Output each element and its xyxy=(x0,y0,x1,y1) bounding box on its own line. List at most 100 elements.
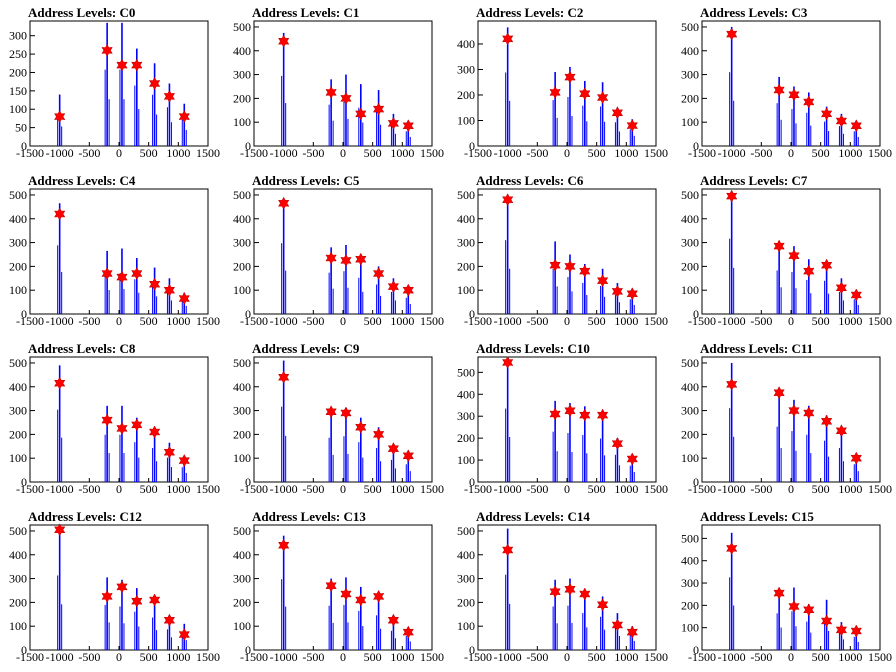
y-tick-label: 500 xyxy=(9,188,27,202)
star-marker xyxy=(850,288,862,302)
x-tick-label: -1000 xyxy=(46,650,74,664)
panel-title: Address Levels: C8 xyxy=(28,341,136,356)
panel-title: Address Levels: C11 xyxy=(700,341,813,356)
x-tick-label: 0 xyxy=(788,314,794,328)
x-tick-label: -1500 xyxy=(688,650,716,664)
x-tick-label: 1500 xyxy=(644,650,668,664)
star-marker xyxy=(596,274,609,288)
star-marker xyxy=(387,442,400,456)
x-tick-label: 500 xyxy=(588,314,606,328)
star-marker xyxy=(596,408,609,422)
star-marker xyxy=(54,376,66,390)
x-tick-label: -500 xyxy=(302,314,324,328)
panel-c1: Address Levels: C10100200300400500-1500-… xyxy=(233,5,444,160)
x-tick-label: 1500 xyxy=(420,482,444,496)
y-tick-label: 200 xyxy=(9,65,27,79)
y-tick-label: 200 xyxy=(681,427,699,441)
y-tick-label: 200 xyxy=(457,259,475,273)
y-tick-label: 400 xyxy=(233,44,251,58)
x-tick-label: -1000 xyxy=(494,650,522,664)
x-tick-label: 0 xyxy=(788,146,794,160)
star-marker xyxy=(579,587,591,601)
star-marker xyxy=(626,452,638,466)
plot-frame xyxy=(701,356,881,483)
x-tick-label: 0 xyxy=(116,314,122,328)
x-tick-label: 0 xyxy=(340,650,346,664)
x-tick-label: 1000 xyxy=(838,650,862,664)
y-tick-label: 200 xyxy=(233,427,251,441)
x-tick-label: 1000 xyxy=(166,146,190,160)
star-marker xyxy=(402,283,414,297)
x-tick-label: -1000 xyxy=(718,650,746,664)
panel-c12: Address Levels: C12 0 100 200 300 400 500 -1500… xyxy=(9,509,220,664)
y-tick-label: 500 xyxy=(681,531,699,545)
panel-title: Address Levels: C9 xyxy=(252,341,360,356)
star-marker xyxy=(131,418,143,432)
x-tick-label: -500 xyxy=(750,146,772,160)
panel-c7: Address Levels: C70100200300400500-1500-… xyxy=(681,173,892,328)
star-marker xyxy=(278,538,290,552)
y-tick-label: 250 xyxy=(9,47,27,61)
star-marker xyxy=(564,70,576,84)
star-marker xyxy=(116,270,128,284)
star-marker xyxy=(820,414,833,428)
x-tick-label: -1000 xyxy=(718,482,746,496)
y-tick-label: 100 xyxy=(9,102,27,116)
x-tick-label: 1000 xyxy=(390,146,414,160)
y-tick-label: 0 xyxy=(245,139,251,153)
y-tick-label: 50 xyxy=(15,121,27,135)
x-tick-label: -500 xyxy=(750,650,772,664)
y-tick-label: 300 xyxy=(233,572,251,586)
y-tick-label: 400 xyxy=(457,212,475,226)
x-tick-label: -1000 xyxy=(46,146,74,160)
star-marker xyxy=(340,587,352,601)
star-marker xyxy=(579,408,591,422)
star-marker xyxy=(579,264,591,278)
x-tick-label: 500 xyxy=(812,482,830,496)
x-tick-label: -1500 xyxy=(240,482,268,496)
x-tick-label: 500 xyxy=(140,146,158,160)
star-marker xyxy=(355,420,367,434)
x-tick-label: -500 xyxy=(526,146,548,160)
y-tick-label: 400 xyxy=(457,548,475,562)
star-marker xyxy=(579,87,591,101)
y-tick-label: 300 xyxy=(457,409,475,423)
star-marker xyxy=(163,445,176,459)
star-marker xyxy=(788,88,800,102)
x-tick-label: 1500 xyxy=(644,314,668,328)
star-marker xyxy=(611,284,624,298)
star-marker xyxy=(850,451,862,465)
y-tick-label: 0 xyxy=(21,475,27,489)
y-tick-label: 200 xyxy=(233,259,251,273)
x-tick-label: -1500 xyxy=(464,146,492,160)
y-tick-label: 300 xyxy=(9,236,27,250)
x-tick-label: 1500 xyxy=(868,482,892,496)
y-tick-label: 200 xyxy=(9,595,27,609)
panel-c13: Address Levels: C13 0 100 200 300 400 500 -1500… xyxy=(233,509,444,664)
x-tick-label: 1000 xyxy=(838,314,862,328)
y-tick-label: 400 xyxy=(9,380,27,394)
star-marker xyxy=(611,437,624,451)
y-tick-label: 0 xyxy=(693,643,699,657)
panel-title: Address Levels: C3 xyxy=(700,5,808,20)
x-tick-label: 500 xyxy=(812,650,830,664)
star-marker xyxy=(726,27,738,41)
star-marker xyxy=(116,58,128,72)
y-tick-label: 500 xyxy=(457,524,475,538)
y-tick-label: 400 xyxy=(457,37,475,51)
star-marker xyxy=(325,579,337,593)
star-marker xyxy=(178,627,190,642)
y-tick-label: 100 xyxy=(9,283,27,297)
y-tick-label: 400 xyxy=(681,380,699,394)
star-marker xyxy=(387,116,400,130)
star-marker xyxy=(564,259,576,273)
star-marker xyxy=(178,110,190,124)
x-tick-label: 1500 xyxy=(196,650,220,664)
x-tick-label: 500 xyxy=(364,650,382,664)
x-tick-label: 1000 xyxy=(838,146,862,160)
y-tick-label: 500 xyxy=(681,356,699,370)
x-tick-label: 0 xyxy=(116,482,122,496)
x-tick-label: -1000 xyxy=(270,482,298,496)
y-tick-label: 400 xyxy=(233,548,251,562)
